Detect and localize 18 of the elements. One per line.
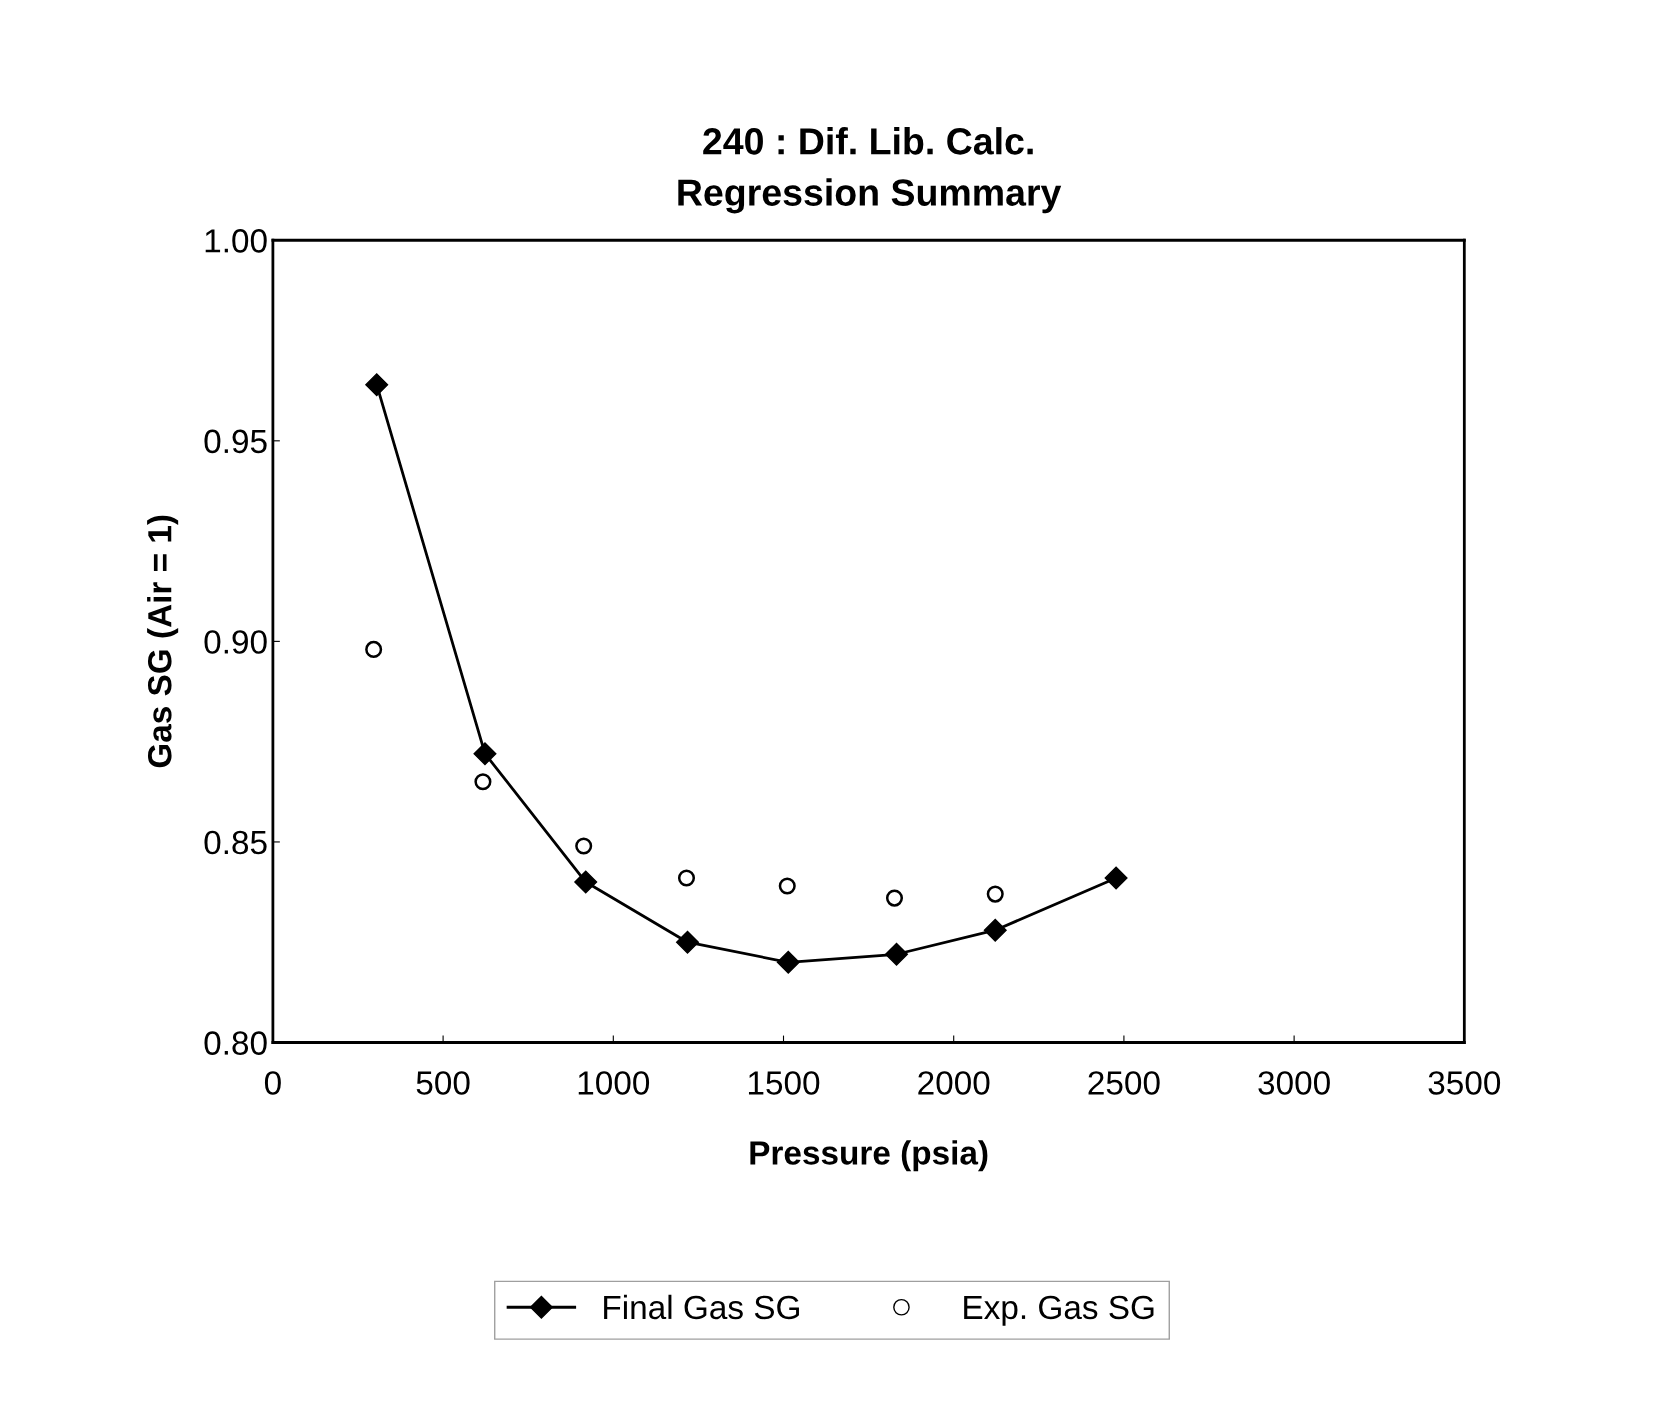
y-tick-label: 0.90 [204, 630, 267, 654]
x-tick-label: 2000 [918, 1071, 990, 1095]
x-tick-label: 3500 [1428, 1071, 1501, 1095]
y-tick-label: 0.95 [204, 429, 267, 454]
y-tick-label: 0.80 [204, 1031, 267, 1055]
x-tick-label: 1000 [578, 1071, 650, 1095]
y-tick-label: 0.85 [204, 830, 267, 855]
x-tick-label: 500 [416, 1071, 470, 1095]
y-axis-title: Gas SG (Air = 1) [147, 515, 179, 768]
legend-label: Final Gas SG [604, 1294, 799, 1320]
x-tick-label: 2500 [1088, 1071, 1160, 1095]
x-tick-label: 3000 [1258, 1071, 1330, 1095]
x-tick-label: 0 [264, 1071, 281, 1095]
chart-title: 240 : Dif. Lib. Calc. Regression Summary [678, 127, 1062, 214]
x-tick-label: 1500 [748, 1071, 820, 1095]
x-axis-title: Pressure (psia) [750, 1140, 988, 1172]
legend-label: Exp. Gas SG [964, 1295, 1154, 1326]
y-tick-label: 1.00 [205, 229, 267, 253]
